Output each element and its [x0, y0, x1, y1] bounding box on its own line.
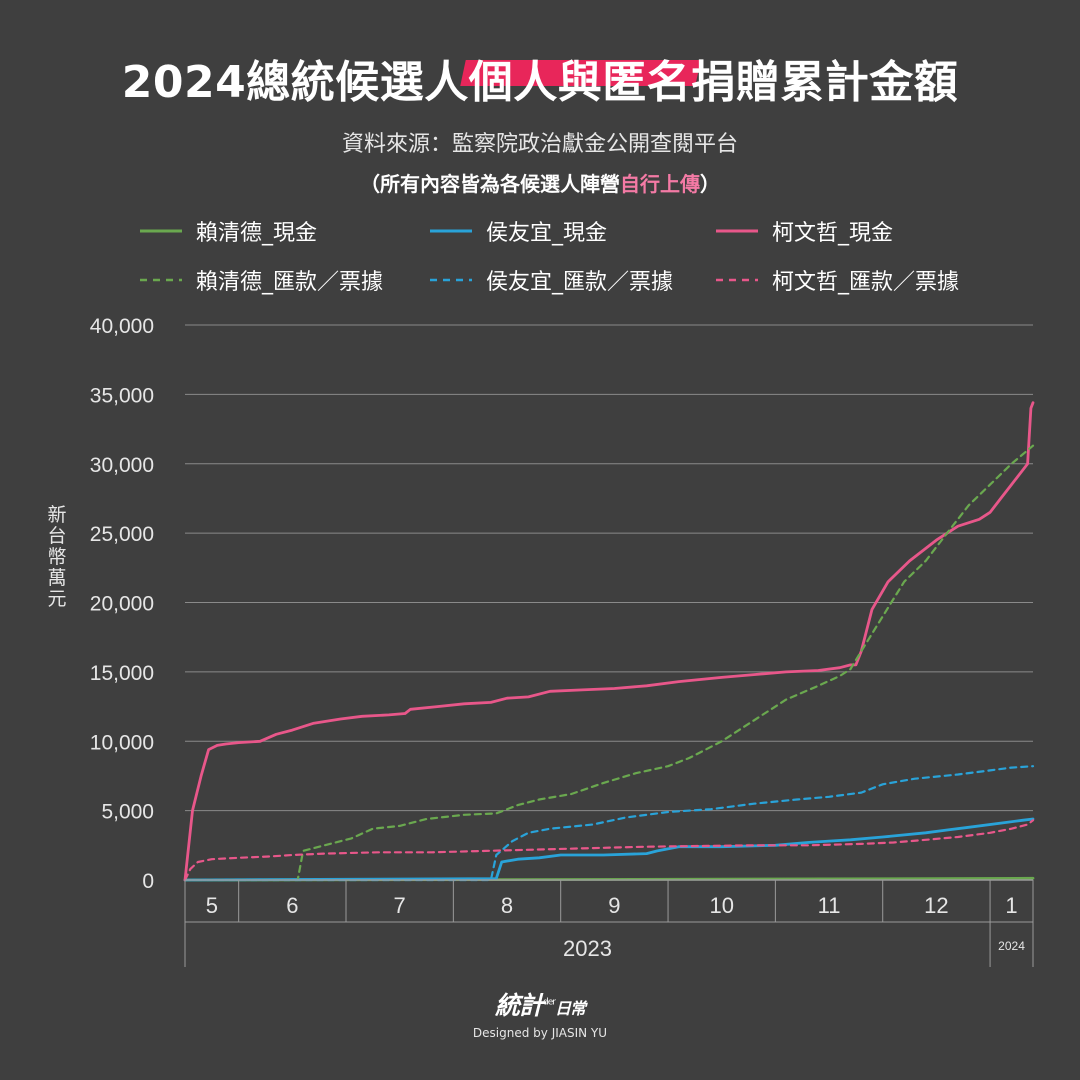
series-line-1 [183, 817, 1035, 882]
legend-label: 賴清德_匯款／票據 [196, 270, 384, 295]
legend-label: 侯友宜_匯款／票據 [486, 270, 674, 295]
legend-swatch-ko-cash [716, 229, 758, 233]
y-tick-label: 10,000 [90, 731, 154, 754]
x-tick-label: 5 [206, 893, 218, 918]
brand-logo-sup: der [543, 997, 556, 1008]
legend-label: 柯文哲_現金 [772, 221, 894, 246]
y-tick-label: 30,000 [90, 454, 154, 477]
legend-label: 柯文哲_匯款／票據 [772, 270, 960, 295]
note-prefix: （所有內容皆為各候選人陣營 [360, 172, 620, 196]
y-axis-label-char: 幣 [47, 546, 67, 568]
y-tick-label: 25,000 [90, 523, 154, 546]
legend-label: 侯友宜_現金 [486, 221, 608, 246]
x-tick-label: 11 [818, 893, 841, 918]
y-tick-label: 5,000 [101, 801, 154, 824]
legend-item-lai-transfer: 賴清德_匯款／票據 [140, 265, 383, 295]
y-tick-label: 35,000 [90, 384, 154, 407]
legend-swatch-ko-transfer [716, 278, 758, 282]
y-axis-label-char: 新 [47, 504, 67, 526]
brand-logo-main: 統計 [495, 991, 544, 1020]
chart-title: 2024總統候選人個人與匿名捐贈累計金額 [0, 46, 1080, 110]
y-axis-label-char: 台 [47, 525, 67, 547]
designer-credit: Designed by JIASIN YU [472, 1026, 608, 1040]
note-suffix: ） [700, 172, 720, 196]
series-line-2 [183, 401, 1035, 882]
brand-logo: 統計der日常 [0, 986, 1080, 1022]
series-line-4 [183, 765, 1035, 882]
x-tick-label: 10 [709, 893, 733, 918]
x-tick-label: 9 [608, 893, 620, 918]
data-note: （所有內容皆為各候選人陣營自行上傳） [0, 168, 1080, 197]
title-part-2: 捐贈累計金額 [691, 57, 959, 108]
legend-item-hou-transfer: 侯友宜_匯款／票據 [430, 265, 673, 295]
series-line-5 [183, 819, 1035, 882]
legend-label: 賴清德_現金 [196, 221, 318, 246]
legend-item-hou-cash: 侯友宜_現金 [430, 216, 607, 246]
title-highlight: 個人與匿名 [469, 46, 692, 110]
brand-footer: 統計der日常 Designed by JIASIN YU [0, 986, 1080, 1040]
x-tick-label: 1 [1005, 893, 1017, 918]
legend-swatch-lai-transfer [140, 278, 182, 282]
legend-item-ko-cash: 柯文哲_現金 [716, 216, 893, 246]
x-tick-label: 8 [501, 893, 513, 918]
x-tick-label: 6 [286, 893, 298, 918]
brand-logo-suffix: 日常 [554, 999, 586, 1018]
legend-swatch-hou-transfer [430, 278, 472, 282]
legend-swatch-lai-cash [140, 229, 182, 233]
y-axis-label-char: 萬 [47, 567, 67, 589]
x-tick-label: 12 [924, 893, 948, 918]
y-tick-label: 0 [142, 870, 154, 893]
y-tick-label: 15,000 [90, 662, 154, 685]
legend-swatch-hou-cash [430, 229, 472, 233]
y-axis-label-char: 元 [47, 588, 67, 610]
legend-item-lai-cash: 賴清德_現金 [140, 216, 317, 246]
note-highlight: 自行上傳 [620, 172, 700, 196]
y-tick-label: 40,000 [90, 315, 154, 338]
x-tick-label: 7 [394, 893, 406, 918]
x-year-label-2023: 2023 [563, 936, 612, 961]
x-year-label-2024: 2024 [998, 939, 1025, 953]
y-tick-label: 20,000 [90, 593, 154, 616]
series-line-3 [183, 444, 1035, 882]
data-source: 資料來源：監察院政治獻金公開查閱平台 [341, 132, 738, 157]
title-part-1: 2024總統候選人 [121, 57, 469, 108]
title-highlight-text: 個人與匿名 [468, 57, 692, 108]
y-axis-label: 新台幣萬元 [45, 505, 69, 610]
legend-item-ko-transfer: 柯文哲_匯款／票據 [716, 265, 959, 295]
